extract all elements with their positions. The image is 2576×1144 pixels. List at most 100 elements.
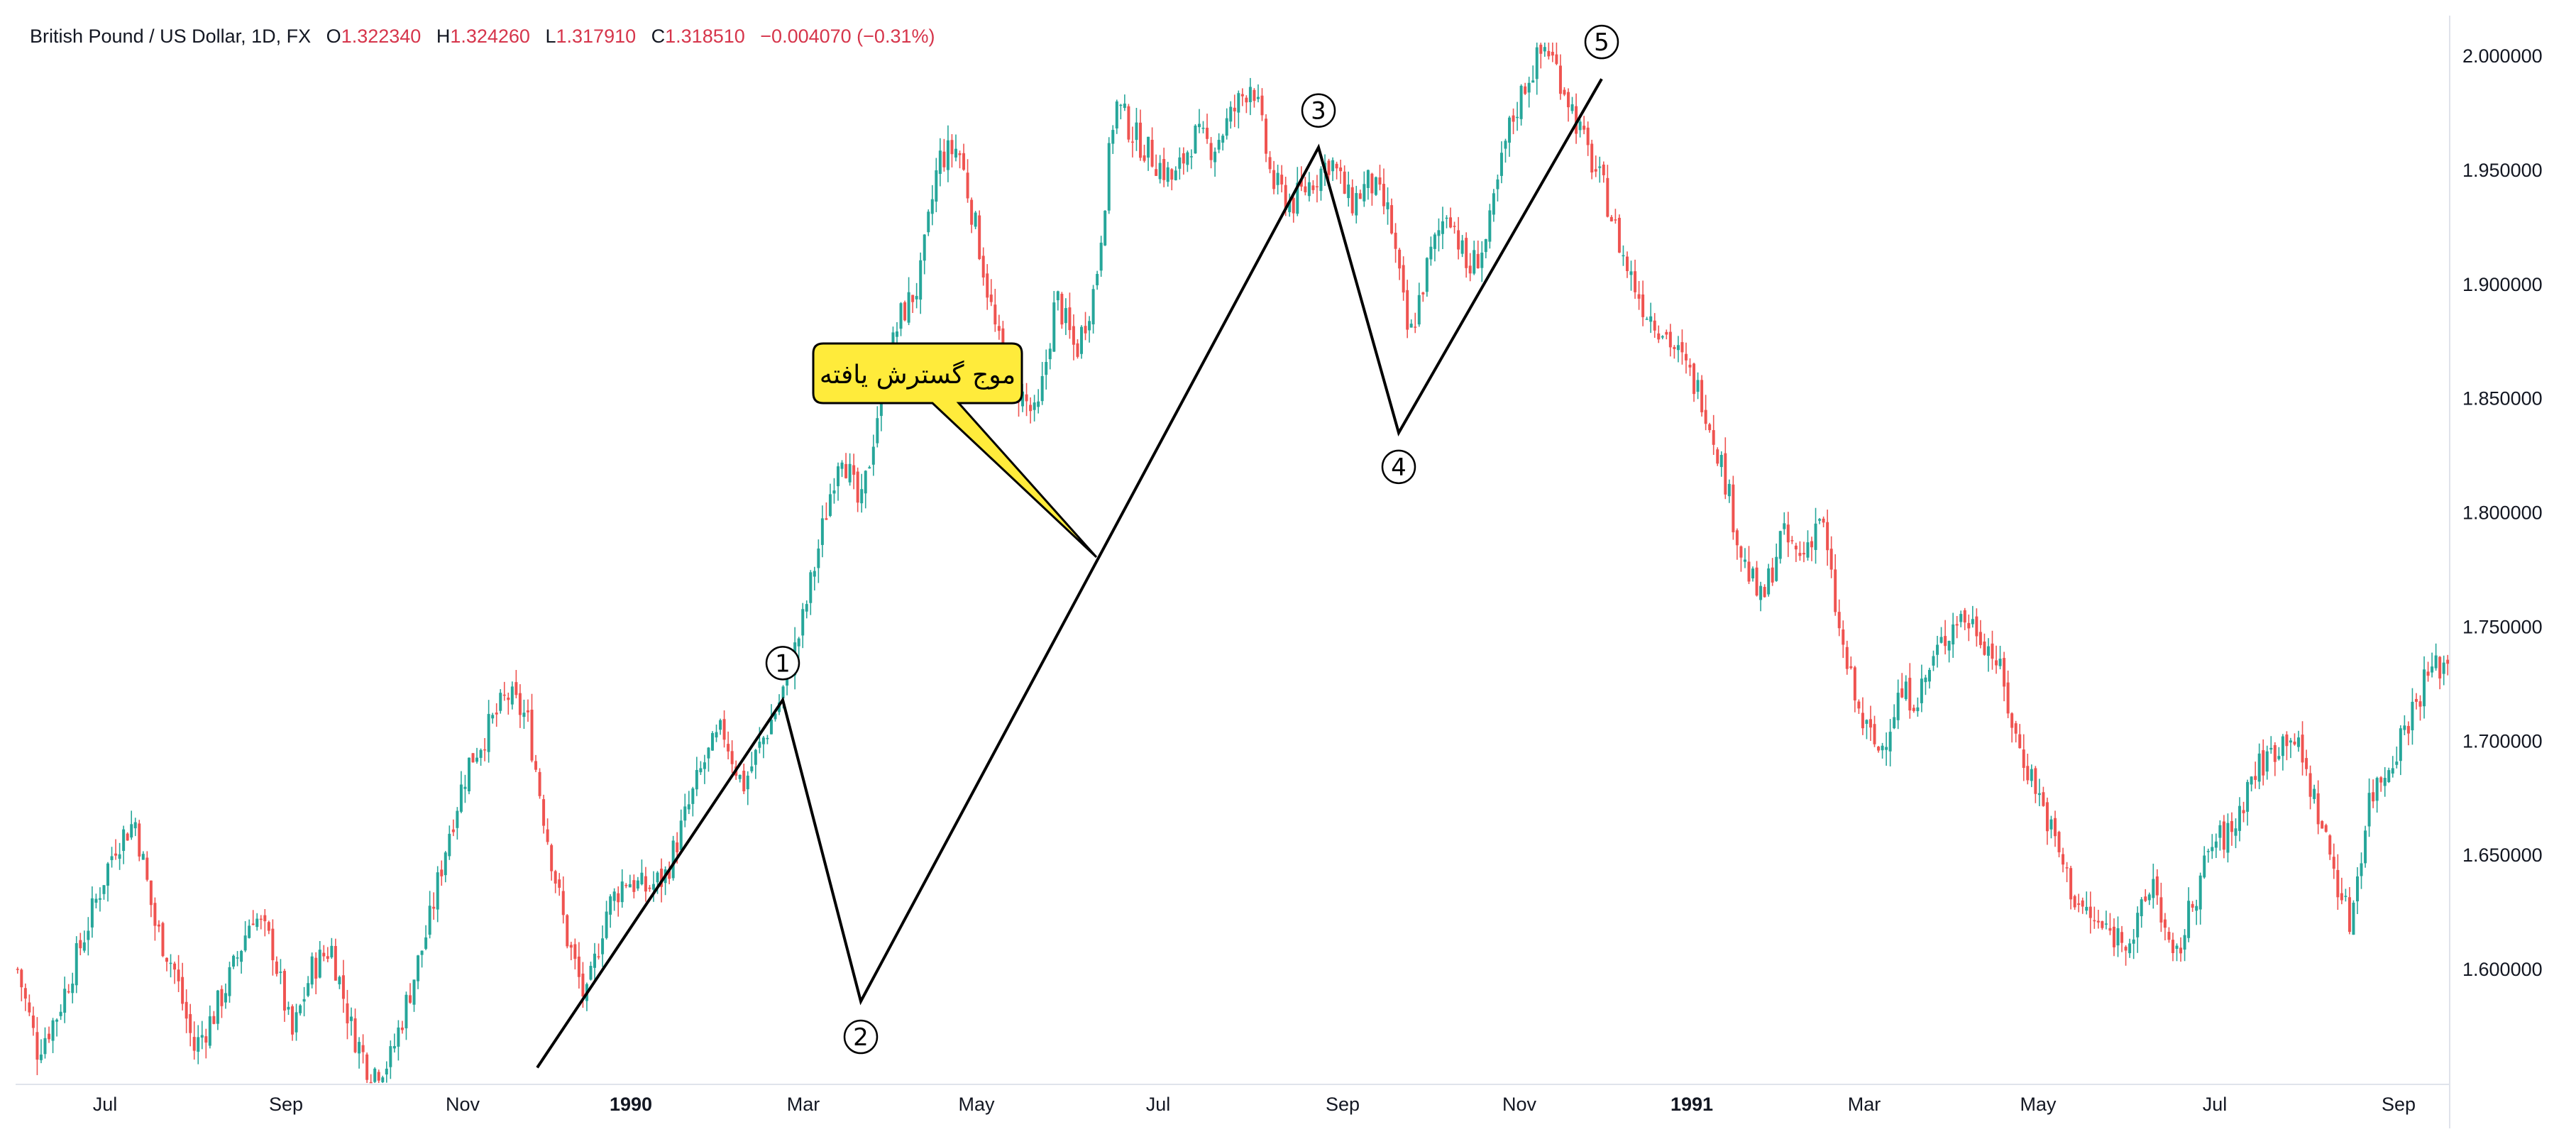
candle-body (561, 891, 565, 915)
candle-body (997, 326, 1001, 331)
candle-body (852, 465, 856, 475)
candle-body (404, 994, 408, 1028)
candle-body (1135, 122, 1138, 141)
candle-body (1276, 172, 1279, 185)
candle-body (730, 751, 734, 764)
candle-body (2155, 876, 2159, 896)
candle-body (212, 1016, 216, 1024)
candle-body (942, 151, 946, 167)
candle-body (310, 956, 314, 985)
candle-body (189, 1013, 192, 1033)
candle-body (1543, 47, 1546, 52)
x-tick-label: 1991 (1670, 1094, 1713, 1115)
candle-body (1826, 522, 1829, 551)
candle-body (2336, 869, 2340, 898)
candle-body (2356, 876, 2359, 902)
candle-body (2042, 792, 2045, 806)
candle-body (197, 1037, 200, 1052)
candle-body (1735, 530, 1739, 546)
candle-body (1614, 219, 1617, 221)
candle-body (2367, 793, 2371, 827)
candle-body (797, 638, 800, 647)
candle-body (157, 924, 160, 927)
candle-body (1594, 169, 1597, 172)
candle-body (2372, 792, 2375, 802)
candle-body (1696, 380, 1700, 392)
candle-body (1076, 343, 1079, 357)
candle-body (1162, 159, 1166, 180)
candle-body (624, 884, 628, 886)
candle-body (1268, 157, 1272, 170)
candle-body (1115, 101, 1118, 129)
x-tick-label: Jul (2203, 1094, 2228, 1115)
candle-body (1119, 104, 1123, 106)
candle-body (1437, 230, 1441, 236)
candle-body (2214, 841, 2218, 848)
candle-body (2179, 947, 2183, 954)
candle-body (181, 977, 185, 1004)
candle-body (444, 852, 447, 876)
candle-body (2218, 825, 2222, 838)
candle-body (1963, 610, 1966, 623)
candle-body (2022, 749, 2025, 769)
wave-circle (765, 646, 800, 681)
candle-body (915, 296, 918, 299)
candle-body (2136, 913, 2140, 937)
candle-body (1048, 348, 1052, 360)
candle-body (1661, 336, 1664, 338)
candle-body (1547, 50, 1551, 57)
candle-body (2418, 701, 2422, 707)
candle-body (448, 833, 451, 857)
candle-body (825, 518, 828, 520)
candle-body (451, 829, 455, 832)
candle-body (2277, 756, 2281, 759)
y-tick-label: 1.700000 (2462, 730, 2543, 752)
candle-body (2054, 818, 2057, 837)
candle-body (1449, 217, 1453, 228)
candle-body (2316, 793, 2320, 825)
candle-body (94, 898, 98, 903)
candle-body (628, 884, 632, 888)
candle-body (848, 463, 852, 483)
candle-body (868, 467, 871, 469)
callout-annotation[interactable]: موج گسترش یافته (812, 342, 1098, 559)
candle-body (358, 1042, 361, 1054)
candle-body (1382, 184, 1385, 207)
candle-body (1786, 524, 1790, 543)
candle-body (1645, 319, 1648, 320)
candle-body (1869, 719, 1872, 728)
candle-body (1763, 587, 1766, 598)
candle-body (79, 940, 82, 949)
candle-body (28, 1002, 31, 1013)
candle-body (1496, 179, 1499, 189)
candle-body (1716, 449, 1719, 464)
candle-body (2364, 830, 2367, 864)
candle-body (2062, 854, 2065, 865)
candle-body (809, 572, 813, 603)
wave-label: 2 (853, 1023, 869, 1052)
candle-body (1535, 47, 1539, 79)
candle-body (1060, 293, 1064, 325)
candle-body (463, 786, 467, 789)
candle-body (514, 682, 518, 695)
candle-body (1488, 210, 1492, 242)
candle-body (153, 903, 157, 926)
candle-body (1810, 541, 1813, 548)
candle-body (282, 971, 286, 1011)
candle-body (966, 172, 969, 199)
candle-body (2113, 926, 2115, 947)
candle-body (1617, 217, 1621, 253)
wave-circle (843, 1019, 879, 1055)
candle-body (1558, 65, 1562, 94)
candle-body (652, 884, 655, 890)
candle-body (1409, 324, 1413, 328)
candle-body (1080, 326, 1083, 354)
candle-body (1311, 185, 1315, 190)
candle-body (727, 744, 730, 752)
candle-body (2069, 868, 2073, 900)
wave-circle (1584, 24, 1619, 60)
candle-body (2375, 778, 2379, 801)
candle-body (173, 963, 177, 970)
candle-body (1178, 157, 1182, 169)
